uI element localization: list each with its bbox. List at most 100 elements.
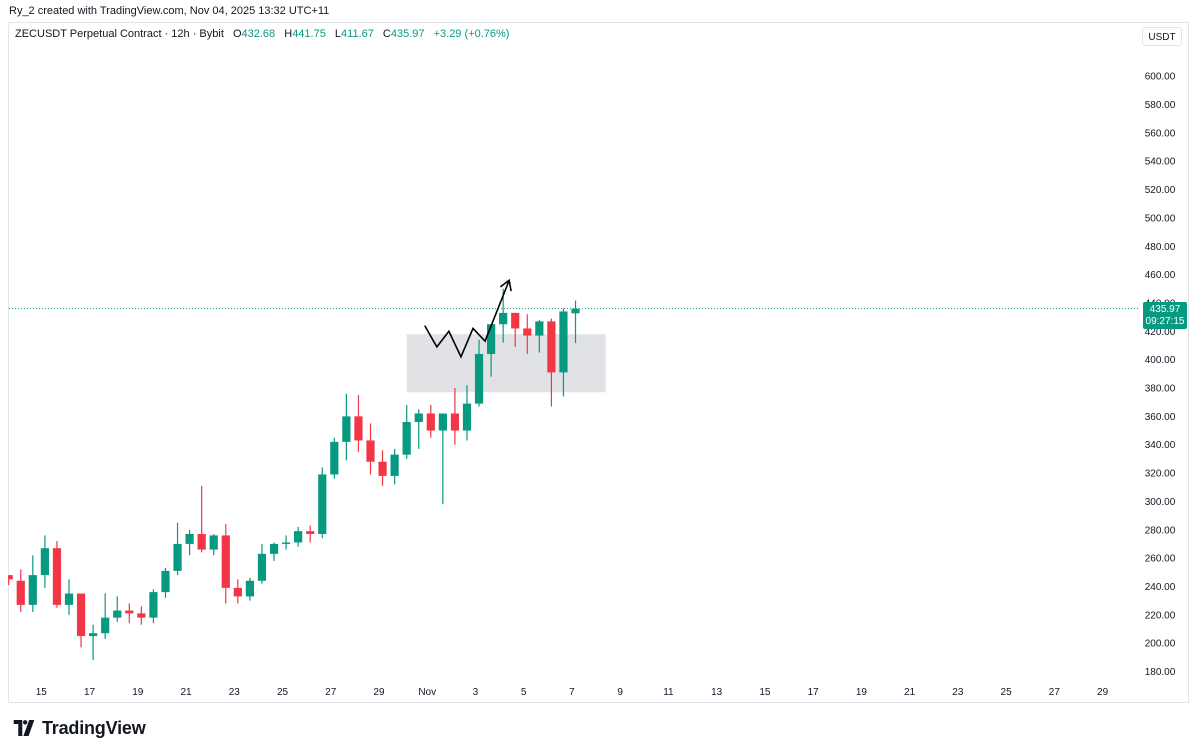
- candle-body: [197, 534, 206, 550]
- price-tick-label: 580.00: [1145, 100, 1176, 111]
- candle-body: [125, 610, 134, 614]
- candle-body: [173, 543, 182, 571]
- candle-body: [161, 570, 170, 593]
- candle-body: [390, 454, 399, 476]
- candle-body: [76, 593, 86, 637]
- price-tick-label: 480.00: [1145, 242, 1176, 253]
- candle-body: [535, 321, 544, 336]
- candle-body: [462, 403, 472, 431]
- symbol-legend[interactable]: ZECUSDT Perpetual Contract · 12h · Bybit…: [15, 28, 509, 40]
- candle-body: [330, 441, 339, 475]
- candle-body: [366, 440, 375, 462]
- tradingview-logo-icon: [13, 720, 35, 736]
- time-tick-label: Nov: [418, 687, 436, 698]
- price-tick-label: 500.00: [1145, 213, 1176, 224]
- price-tick-label: 320.00: [1145, 469, 1176, 480]
- time-tick-label: 9: [617, 687, 623, 698]
- time-axis[interactable]: 15 17 19 21 23 25 27 29 Nov 3 5 7 9 11 13 15 17 19 21 23 25 2…: [36, 687, 1109, 698]
- time-tick-label: 19: [132, 687, 144, 698]
- price-tick-label: 200.00: [1145, 639, 1176, 650]
- candle-layer: [8, 288, 580, 661]
- time-tick-label: 15: [36, 687, 48, 698]
- open-value: 432.68: [241, 28, 276, 40]
- candle-body: [523, 328, 532, 336]
- time-tick-label: 19: [856, 687, 868, 698]
- time-tick-label: 27: [1049, 687, 1061, 698]
- candle-body: [354, 416, 363, 441]
- time-tick-label: 17: [84, 687, 96, 698]
- high-label: H: [284, 28, 293, 40]
- candle-body: [245, 580, 254, 597]
- last-price-value: 435.97: [1149, 304, 1181, 315]
- candle-body: [9, 575, 13, 580]
- path-layer: [424, 278, 512, 359]
- time-tick-label: 25: [277, 687, 289, 698]
- candle-body: [487, 324, 496, 354]
- price-tick-label: 260.00: [1145, 554, 1176, 565]
- candle-body: [257, 553, 267, 581]
- time-tick-label: 25: [1001, 687, 1013, 698]
- time-tick-label: 29: [1097, 687, 1109, 698]
- candle-body: [378, 461, 387, 476]
- time-tick-label: 15: [759, 687, 771, 698]
- candle-body: [221, 535, 230, 588]
- price-axis[interactable]: 180.00 200.00 220.00 240.00 260.00 280.00 300.…: [1145, 72, 1176, 678]
- candle-body: [233, 587, 242, 597]
- candle-body: [281, 542, 291, 544]
- change-value: +3.29 (+0.76%): [433, 28, 510, 40]
- candle-body: [209, 535, 218, 550]
- candle-body: [137, 613, 146, 618]
- projection-path: [424, 279, 510, 359]
- candle-body: [64, 593, 74, 605]
- candle-body: [414, 413, 423, 423]
- candle-body: [450, 413, 460, 431]
- time-tick-label: 21: [180, 687, 192, 698]
- price-tick-label: 540.00: [1145, 157, 1176, 168]
- low-label: L: [334, 28, 342, 40]
- candle-body: [499, 312, 508, 325]
- price-tick-label: 600.00: [1145, 72, 1176, 83]
- candle-body: [185, 534, 194, 544]
- candle-body: [149, 592, 158, 618]
- candle-body: [474, 353, 484, 404]
- price-tick-label: 420.00: [1145, 327, 1176, 338]
- price-tick-label: 560.00: [1145, 128, 1176, 139]
- candle-body: [269, 543, 279, 554]
- price-tick-label: 380.00: [1145, 384, 1176, 395]
- projection-arrowhead: [499, 278, 512, 292]
- candle-body: [306, 531, 315, 535]
- price-tick-label: 300.00: [1145, 497, 1176, 508]
- last-price-tag: 435.97 09:27:15: [1143, 302, 1187, 329]
- time-tick-label: 3: [473, 687, 479, 698]
- time-tick-label: 11: [663, 687, 674, 698]
- price-tick-label: 400.00: [1145, 355, 1176, 366]
- open-label: O: [232, 28, 242, 40]
- bar-countdown: 09:27:15: [1145, 316, 1185, 327]
- candle-body: [547, 321, 556, 373]
- candle-body: [40, 548, 49, 576]
- candle-body: [402, 422, 411, 455]
- price-tick-label: 240.00: [1145, 582, 1176, 593]
- chart-frame[interactable]: [8, 22, 1189, 703]
- price-tick-label: 360.00: [1145, 412, 1176, 423]
- candle-body: [571, 308, 580, 314]
- time-tick-label: 23: [952, 687, 964, 698]
- candle-body: [52, 548, 62, 605]
- price-tick-label: 280.00: [1145, 525, 1176, 536]
- time-tick-label: 23: [229, 687, 241, 698]
- price-tick-label: 520.00: [1145, 185, 1176, 196]
- candle-body: [318, 474, 327, 535]
- time-tick-label: 17: [808, 687, 820, 698]
- tradingview-logo[interactable]: TradingView: [11, 717, 146, 739]
- candle-body: [511, 312, 520, 329]
- currency-button[interactable]: USDT: [1142, 27, 1182, 46]
- low-value: 411.67: [341, 28, 374, 40]
- candle-body: [101, 617, 110, 634]
- price-tick-label: 180.00: [1145, 667, 1176, 678]
- tradingview-wordmark: TradingView: [42, 717, 146, 738]
- time-tick-label: 27: [325, 687, 337, 698]
- price-tick-label: 340.00: [1145, 440, 1176, 451]
- time-tick-label: 7: [569, 687, 575, 698]
- candle-body: [559, 311, 568, 373]
